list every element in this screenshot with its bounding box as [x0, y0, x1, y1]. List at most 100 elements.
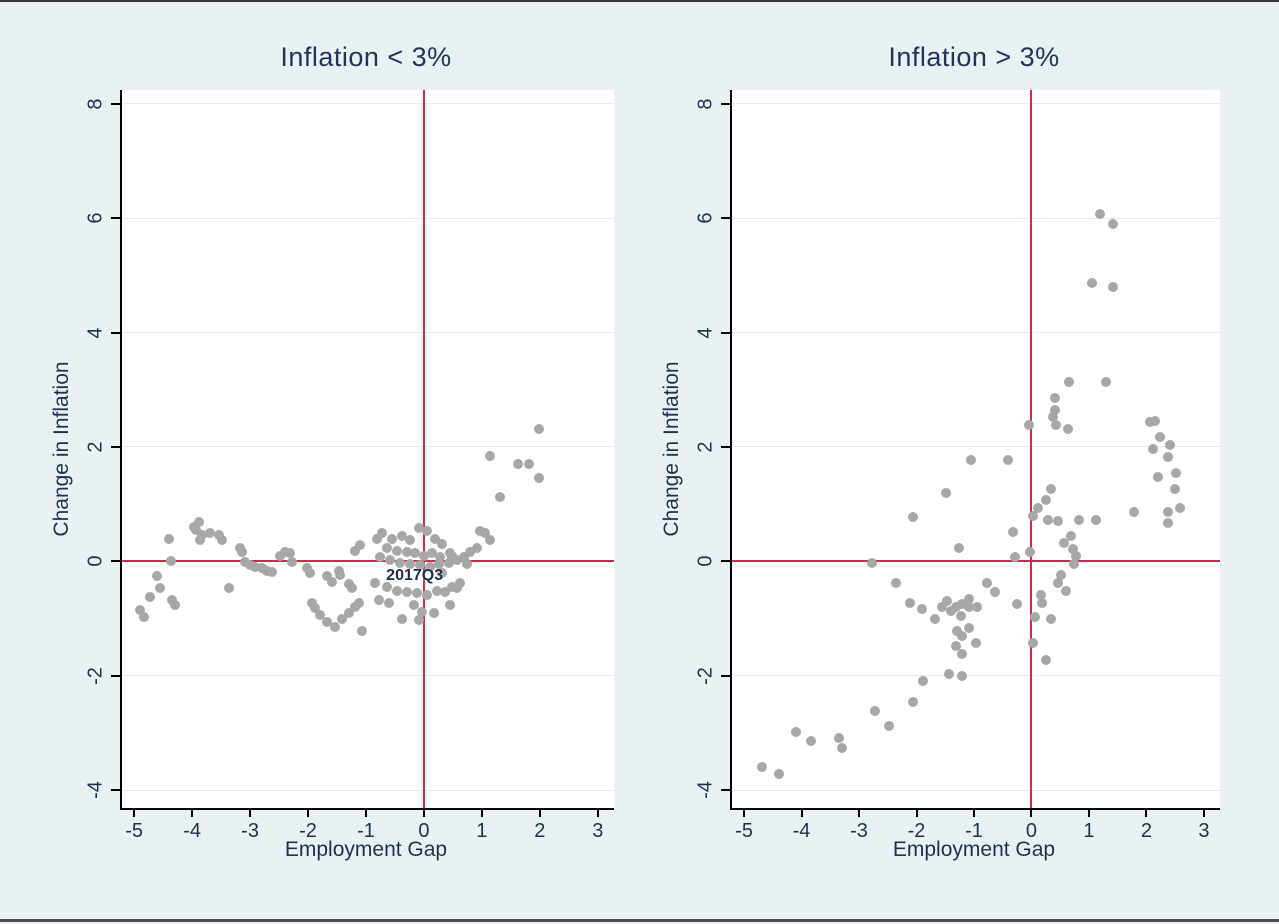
- scatter-point: [451, 555, 462, 566]
- scatter-point: [402, 587, 413, 598]
- scatter-point: [391, 545, 402, 556]
- scatter-point: [951, 641, 962, 652]
- x-axis-tick: [915, 808, 918, 817]
- panel-inflation-above-3pct: Inflation > 3% Change in Inflation -4 -2 0…: [640, 0, 1279, 924]
- scatter-point: [936, 601, 947, 612]
- scatter-point: [790, 727, 801, 738]
- scatter-point: [354, 598, 365, 609]
- scatter-point: [1060, 586, 1071, 597]
- x-axis-tick: [249, 808, 252, 817]
- y-gridline: [732, 332, 1220, 334]
- x-tick-label: 3: [592, 820, 604, 842]
- scatter-point: [1164, 439, 1175, 450]
- y-axis-tick: [721, 789, 730, 792]
- x-axis-tick: [1030, 808, 1033, 817]
- scatter-point: [1030, 612, 1041, 623]
- scatter-point: [773, 769, 784, 780]
- y-tick-label: 6: [694, 212, 717, 224]
- x-tick-label: 0: [1025, 820, 1038, 842]
- x-tick-label: 1: [1083, 820, 1095, 842]
- scatter-point: [964, 623, 975, 634]
- panel-title: Inflation > 3%: [888, 42, 1060, 72]
- scatter-point: [421, 525, 432, 536]
- scatter-point: [405, 558, 415, 569]
- y-tick-label: 8: [84, 98, 107, 110]
- x-tick-label: -2: [907, 820, 926, 842]
- scatter-point: [451, 583, 462, 594]
- x-axis-tick: [480, 808, 483, 817]
- x-axis-tick: [422, 808, 425, 817]
- y-tick-label: 0: [694, 555, 717, 567]
- scatter-point: [883, 720, 894, 731]
- y-tick-label: 4: [694, 327, 717, 339]
- scatter-point: [981, 577, 992, 588]
- scatter-point: [446, 582, 457, 593]
- scatter-point: [165, 555, 176, 566]
- scatter-point: [956, 611, 967, 622]
- y-axis-tick: [111, 102, 120, 105]
- scatter-point: [307, 598, 318, 609]
- scatter-point: [1050, 393, 1061, 404]
- y-axis-tick: [721, 560, 730, 563]
- x-tick-label: 2: [1140, 820, 1152, 842]
- scatter-point: [330, 622, 341, 633]
- scatter-point: [940, 488, 951, 499]
- scatter-point: [217, 535, 228, 546]
- y-axis-tick: [111, 560, 120, 563]
- y-axis-tick: [721, 674, 730, 677]
- window-border-top: [0, 0, 1279, 2]
- scatter-point: [1002, 454, 1013, 465]
- scatter-point: [867, 557, 878, 568]
- scatter-point: [250, 562, 261, 573]
- y-tick-label: 6: [84, 212, 107, 224]
- scatter-point: [944, 669, 955, 680]
- scatter-point: [167, 595, 178, 606]
- scatter-point: [1163, 517, 1174, 528]
- scatter-point: [1027, 637, 1038, 648]
- scatter-point: [326, 577, 337, 588]
- x-tick-label: -5: [125, 820, 144, 842]
- scatter-point: [213, 530, 224, 541]
- scatter-point: [309, 603, 320, 614]
- scatter-point: [989, 587, 1000, 598]
- scatter-point: [1040, 654, 1051, 665]
- scatter-point: [396, 530, 407, 541]
- scatter-point: [315, 610, 326, 621]
- scatter-point: [461, 558, 472, 569]
- y-axis-tick: [111, 217, 120, 220]
- x-axis-tick: [133, 808, 136, 817]
- scatter-point: [414, 560, 425, 571]
- scatter-point: [945, 606, 956, 617]
- y-axis-tick: [721, 217, 730, 220]
- scatter-point: [245, 560, 256, 571]
- scatter-point: [387, 533, 398, 544]
- scatter-point: [1035, 589, 1046, 600]
- scatter-point: [413, 523, 424, 534]
- scatter-point: [411, 588, 422, 599]
- y-tick-label: -4: [694, 781, 717, 800]
- y-axis-tick: [111, 789, 120, 792]
- scatter-point: [1052, 516, 1063, 527]
- scatter-point: [134, 605, 145, 616]
- y-tick-label: -4: [84, 781, 107, 800]
- x-axis-tick: [858, 808, 861, 817]
- y-gridline: [122, 446, 614, 448]
- scatter-point: [513, 458, 524, 469]
- data-point-label: 2017Q3: [386, 567, 444, 585]
- scatter-point: [194, 516, 205, 527]
- scatter-point: [1008, 527, 1019, 538]
- y-tick-label: -2: [694, 666, 717, 685]
- scatter-point: [471, 542, 482, 553]
- scatter-point: [1052, 577, 1063, 588]
- panel-title: Inflation < 3%: [280, 42, 452, 72]
- x-tick-label: -1: [357, 820, 375, 842]
- scatter-point: [370, 577, 381, 588]
- x-axis-tick: [972, 808, 975, 817]
- scatter-point: [806, 736, 817, 747]
- scatter-point: [322, 617, 333, 628]
- x-axis-tick: [364, 808, 367, 817]
- scatter-point: [1147, 444, 1158, 455]
- scatter-point: [373, 595, 384, 606]
- x-axis-tick: [538, 808, 541, 817]
